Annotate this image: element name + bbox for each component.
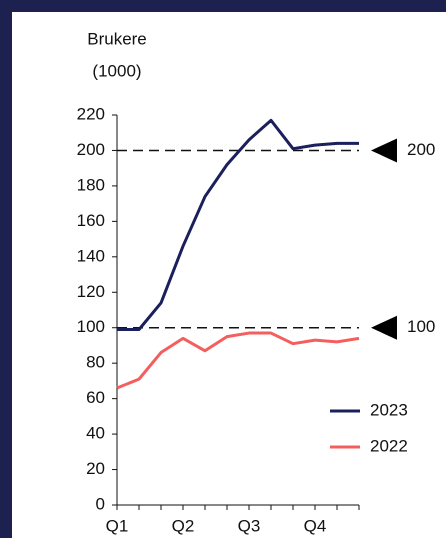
legend-label: 2023: [370, 400, 408, 419]
legend-label: 2022: [370, 436, 408, 455]
series-line: [116, 331, 360, 390]
x-tick-label: Q4: [304, 516, 327, 535]
y-tick-label: 140: [77, 246, 105, 265]
reference-marker: [371, 138, 397, 163]
y-tick-label: 60: [86, 388, 105, 407]
y-tick-label: 0: [96, 494, 105, 513]
reference-label: 100: [407, 317, 435, 336]
series-line: [117, 118, 359, 331]
y-tick-label: 180: [77, 175, 105, 194]
reference-marker: [371, 315, 397, 340]
y-axis-label: Brukere: [87, 29, 147, 48]
x-tick-label: Q1: [106, 516, 129, 535]
y-tick-label: 80: [86, 353, 105, 372]
y-tick-label: 40: [86, 424, 105, 443]
y-tick-label: 120: [77, 282, 105, 301]
y-tick-label: 200: [77, 140, 105, 159]
y-axis-label: (1000): [92, 61, 141, 80]
y-tick-label: 160: [77, 211, 105, 230]
y-tick-label: 100: [77, 317, 105, 336]
x-tick-label: Q2: [172, 516, 195, 535]
panel: [12, 12, 446, 538]
y-tick-label: 220: [77, 104, 105, 123]
reference-label: 200: [407, 140, 435, 159]
y-tick-label: 20: [86, 459, 105, 478]
x-tick-label: Q3: [238, 516, 261, 535]
